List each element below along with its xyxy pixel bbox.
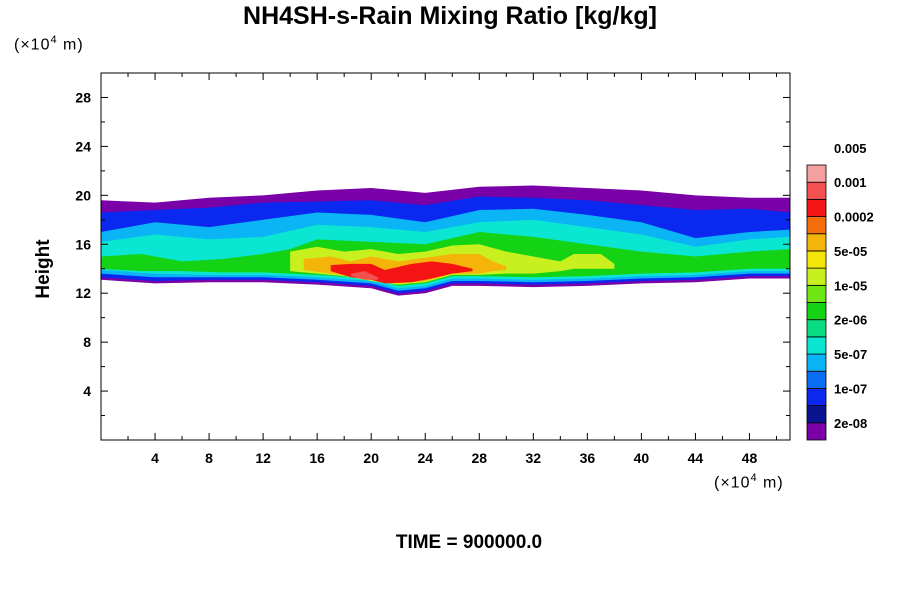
y-tick-label: 24 bbox=[75, 138, 91, 154]
x-tick-label: 12 bbox=[255, 450, 271, 466]
colorbar-swatch bbox=[806, 302, 827, 321]
colorbar-swatch bbox=[806, 388, 827, 407]
x-axis-unit: (×104 m) bbox=[714, 472, 784, 492]
x-tick-label: 32 bbox=[526, 450, 542, 466]
time-footer: TIME = 900000.0 bbox=[395, 532, 543, 553]
field-layer-8 bbox=[350, 271, 378, 280]
x-tick-label: 20 bbox=[363, 450, 379, 466]
x-tick-label: 4 bbox=[151, 450, 159, 466]
colorbar-swatch bbox=[806, 198, 827, 217]
y-tick-label: 16 bbox=[75, 236, 91, 252]
x-tick-label: 36 bbox=[580, 450, 596, 466]
colorbar-label: 1e-05 bbox=[834, 278, 867, 293]
x-tick-label: 44 bbox=[688, 450, 704, 466]
colorbar-swatch bbox=[806, 267, 827, 286]
x-unit-suffix: m) bbox=[757, 474, 784, 492]
colorbar-swatch bbox=[806, 319, 827, 338]
colorbar-label: 0.0002 bbox=[834, 210, 874, 225]
colorbar-swatch bbox=[806, 370, 827, 389]
y-tick-label: 12 bbox=[75, 285, 91, 301]
colorbar-label: 5e-07 bbox=[834, 347, 867, 362]
colorbar-label: 1e-07 bbox=[834, 381, 867, 396]
chart-title: NH4SH-s-Rain Mixing Ratio [kg/kg] bbox=[243, 2, 657, 30]
colorbar-swatch bbox=[806, 284, 827, 303]
colorbar-swatch bbox=[806, 250, 827, 269]
x-unit-prefix: (×10 bbox=[714, 474, 751, 492]
colorbar-swatch bbox=[806, 422, 827, 441]
y-unit-prefix: (×10 bbox=[14, 36, 51, 54]
x-unit-exponent: 4 bbox=[750, 472, 758, 484]
colorbar-label: 2e-06 bbox=[834, 313, 867, 328]
plot-frame bbox=[100, 72, 791, 441]
x-tick-label: 48 bbox=[742, 450, 758, 466]
colorbar-label: 0.005 bbox=[834, 141, 867, 156]
y-tick-label: 8 bbox=[83, 334, 91, 350]
colorbar-swatch bbox=[806, 181, 827, 200]
colorbar: 2e-08 1e-07 5e-07 2e-06 1e-05 5e-05 0.0002 0.00… bbox=[806, 141, 874, 441]
colorbar-swatch bbox=[806, 233, 827, 252]
colorbar-label: 0.001 bbox=[834, 175, 867, 190]
colorbar-swatch bbox=[806, 405, 827, 424]
y-unit-exponent: 4 bbox=[50, 34, 58, 46]
mixing-ratio-field bbox=[101, 185, 790, 296]
colorbar-swatch bbox=[806, 353, 827, 372]
colorbar-swatch bbox=[806, 336, 827, 355]
y-tick-label: 20 bbox=[75, 187, 91, 203]
colorbar-label: 5e-05 bbox=[834, 244, 867, 259]
x-tick-label: 28 bbox=[471, 450, 487, 466]
colorbar-swatch bbox=[806, 164, 827, 183]
y-unit-suffix: m) bbox=[57, 36, 84, 54]
colorbar-label: 2e-08 bbox=[834, 416, 867, 431]
x-tick-label: 40 bbox=[634, 450, 650, 466]
x-tick-label: 16 bbox=[309, 450, 325, 466]
y-tick-label: 28 bbox=[75, 89, 91, 105]
colorbar-swatch bbox=[806, 216, 827, 235]
y-tick-label: 4 bbox=[83, 383, 91, 399]
x-tick-label: 24 bbox=[417, 450, 433, 466]
y-axis-unit: (×104 m) bbox=[14, 34, 84, 54]
x-tick-label: 8 bbox=[205, 450, 213, 466]
